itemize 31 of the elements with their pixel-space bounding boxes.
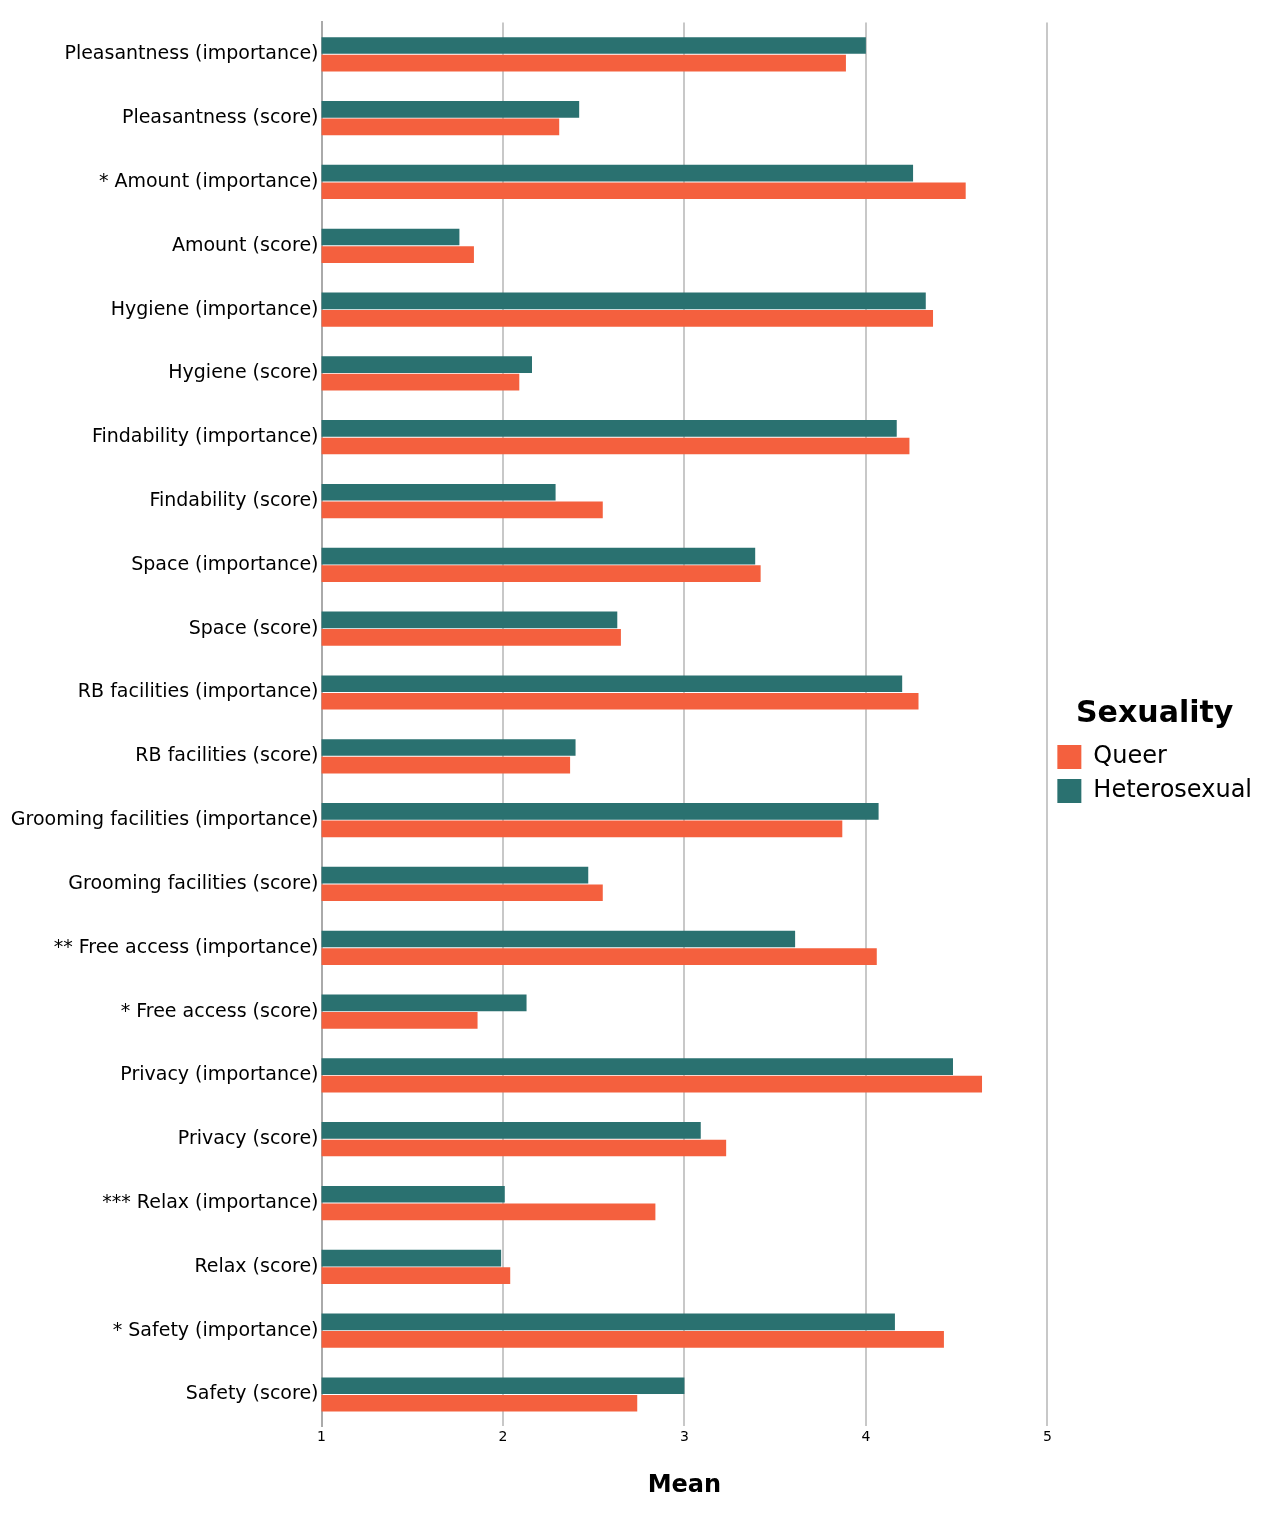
y-tick-label: ** Free access (importance)	[53, 934, 319, 957]
y-tick-label: *** Relax (importance)	[102, 1189, 319, 1212]
y-tick-label: Space (importance)	[131, 551, 319, 574]
y-tick-label: Hygiene (score)	[168, 360, 319, 383]
y-tick-label: Hygiene (importance)	[110, 296, 319, 319]
y-tick-label: Pleasantness (score)	[121, 105, 319, 128]
y-tick-label: Privacy (importance)	[120, 1062, 319, 1085]
y-tick-label: RB facilities (score)	[135, 743, 319, 766]
y-tick-label: Findability (importance)	[91, 424, 319, 447]
x-tick-label: 3	[679, 1428, 689, 1445]
legend-label: Queer	[1093, 741, 1167, 770]
x-tick-label: 2	[498, 1428, 508, 1445]
y-tick-label: * Amount (importance)	[98, 168, 319, 191]
y-tick-label: * Safety (importance)	[112, 1317, 319, 1340]
x-tick-label: 5	[1042, 1428, 1052, 1445]
y-tick-label: Space (score)	[188, 615, 319, 638]
y-tick-label: Pleasantness (importance)	[64, 41, 319, 64]
y-tick-label: Grooming facilities (score)	[68, 870, 319, 893]
y-tick-label: Grooming facilities (importance)	[10, 807, 319, 830]
x-axis-title: Mean	[647, 1469, 722, 1498]
y-tick-label: RB facilities (importance)	[77, 679, 319, 702]
y-tick-label: Safety (score)	[185, 1381, 319, 1404]
y-tick-label: Privacy (score)	[177, 1126, 319, 1149]
y-tick-label: * Free access (score)	[120, 998, 319, 1021]
y-tick-label: Amount (score)	[171, 232, 319, 255]
x-tick-label: 1	[317, 1428, 326, 1445]
legend-label: Heterosexual	[1093, 775, 1253, 804]
x-tick-label: 4	[861, 1428, 871, 1445]
y-tick-label: Relax (score)	[194, 1253, 319, 1276]
y-tick-label: Findability (score)	[149, 487, 319, 510]
legend-title: Sexuality	[1075, 693, 1234, 729]
